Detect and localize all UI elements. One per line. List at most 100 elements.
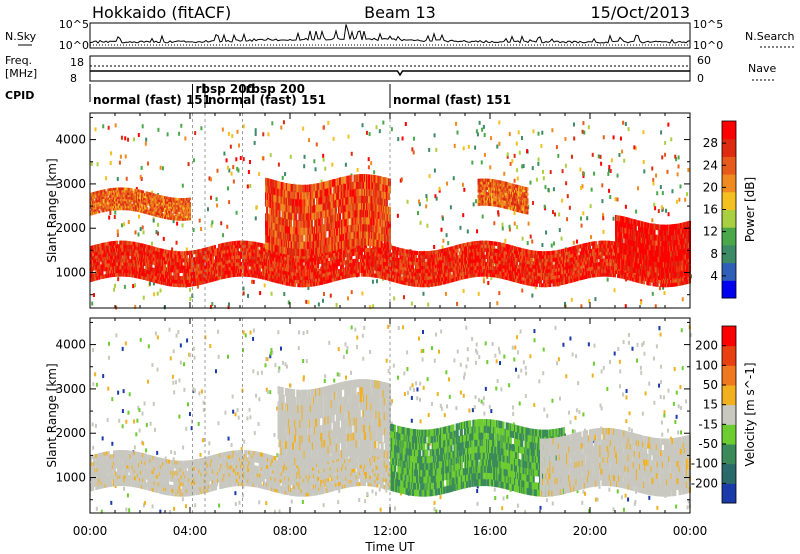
power-feature-cell [426, 279, 429, 284]
power-feature-cell [176, 268, 179, 273]
power-feature-cell [90, 253, 93, 258]
power-feature-cell [130, 262, 133, 267]
power-feature-cell [359, 247, 362, 252]
power-feature-cell [98, 272, 101, 277]
power-feature-cell [178, 261, 181, 266]
power-feature-cell [416, 275, 419, 280]
power-feature-cell [313, 282, 316, 287]
power-feature-cell [372, 269, 375, 274]
power-scatter-cell [254, 216, 257, 221]
power-feature-cell [288, 260, 291, 265]
power-scatter-cell [280, 125, 283, 130]
power-feature-cell [347, 266, 350, 271]
power-feature-cell [138, 250, 141, 255]
power-scatter-cell [441, 245, 444, 250]
power-feature-cell [275, 254, 278, 259]
power-feature-cell [290, 264, 293, 269]
power-feature-cell [113, 251, 116, 256]
power-feature-cell [341, 268, 344, 273]
power-feature-cell [361, 269, 364, 274]
power-feature-cell [349, 245, 352, 250]
power-feature-cell [147, 255, 150, 260]
power-feature-cell [99, 247, 102, 252]
power-feature-cell [394, 253, 397, 258]
power-feature-cell [380, 271, 383, 276]
power-feature-cell [344, 271, 347, 276]
power-feature-cell [273, 250, 276, 255]
power-feature-cell [116, 247, 119, 252]
power-feature-cell [95, 255, 98, 260]
power-feature-cell [322, 251, 325, 257]
power-feature-cell [107, 245, 110, 250]
power-feature-cell [396, 271, 399, 276]
power-feature-cell [369, 265, 372, 270]
power-feature-cell [425, 279, 428, 284]
power-scatter-cell [402, 295, 405, 300]
power-feature-cell [370, 269, 373, 274]
power-feature-cell [251, 259, 254, 264]
power-feature-cell [333, 259, 336, 264]
power-scatter-cell [612, 216, 615, 221]
power-feature-cell [309, 272, 312, 277]
power-feature-cell [121, 244, 124, 249]
power-feature-cell [199, 270, 202, 275]
power-scatter-cell [313, 159, 316, 164]
power-feature-cell [309, 268, 312, 273]
power-feature-cell [558, 281, 561, 286]
power-feature-cell [217, 276, 220, 281]
power-scatter-cell [229, 144, 232, 149]
power-feature-cell [260, 275, 263, 280]
power-feature-cell [227, 259, 230, 264]
power-feature-cell [132, 262, 135, 268]
power-feature-cell [381, 253, 384, 258]
cpid-segment: normal (fast) 151 [393, 93, 511, 107]
power-feature-cell [180, 261, 183, 266]
power-feature-cell [381, 260, 384, 265]
power-feature-cell [231, 258, 234, 264]
power-feature-cell [115, 240, 118, 245]
power-feature-cell [279, 276, 282, 281]
power-feature-cell [373, 273, 376, 278]
power-feature-cell [255, 263, 258, 268]
power-feature-cell [480, 269, 483, 274]
power-feature-cell [103, 274, 106, 279]
power-feature-cell [183, 265, 186, 270]
power-scatter-cell [516, 168, 519, 173]
power-feature-cell [119, 251, 122, 256]
power-feature-cell [148, 248, 151, 253]
power-feature-cell [324, 251, 327, 256]
power-feature-cell [406, 274, 409, 279]
power-scatter-cell [661, 207, 664, 212]
power-feature-cell [130, 248, 133, 253]
power-feature-cell [118, 247, 121, 252]
power-feature-cell [131, 255, 134, 260]
power-feature-cell [432, 250, 435, 255]
power-feature-cell [260, 250, 263, 255]
power-feature-cell [299, 254, 302, 259]
power-feature-cell [409, 275, 412, 280]
power-scatter-cell [609, 195, 612, 200]
power-scatter-cell [511, 159, 514, 164]
power-feature-cell [278, 251, 281, 256]
power-feature-cell [393, 263, 396, 269]
power-feature-cell [282, 277, 285, 282]
power-feature-cell [217, 261, 220, 267]
power-feature-cell [199, 259, 202, 264]
power-feature-cell [263, 261, 266, 266]
power-feature-cell [235, 258, 238, 263]
power-feature-cell [213, 262, 216, 267]
power-feature-cell [128, 258, 131, 263]
power-feature-cell [268, 262, 271, 267]
power-feature-cell [152, 260, 155, 265]
power-feature-cell [302, 258, 305, 263]
power-scatter-cell [376, 279, 379, 284]
power-feature-cell [136, 274, 139, 279]
power-feature-cell [186, 250, 189, 256]
power-feature-cell [225, 256, 228, 261]
power-scatter-cell [601, 183, 604, 188]
power-feature-cell [159, 266, 162, 271]
power-feature-cell [422, 254, 425, 259]
power-feature-cell [244, 254, 247, 259]
power-scatter-cell [482, 124, 485, 129]
power-feature-cell [162, 259, 165, 264]
